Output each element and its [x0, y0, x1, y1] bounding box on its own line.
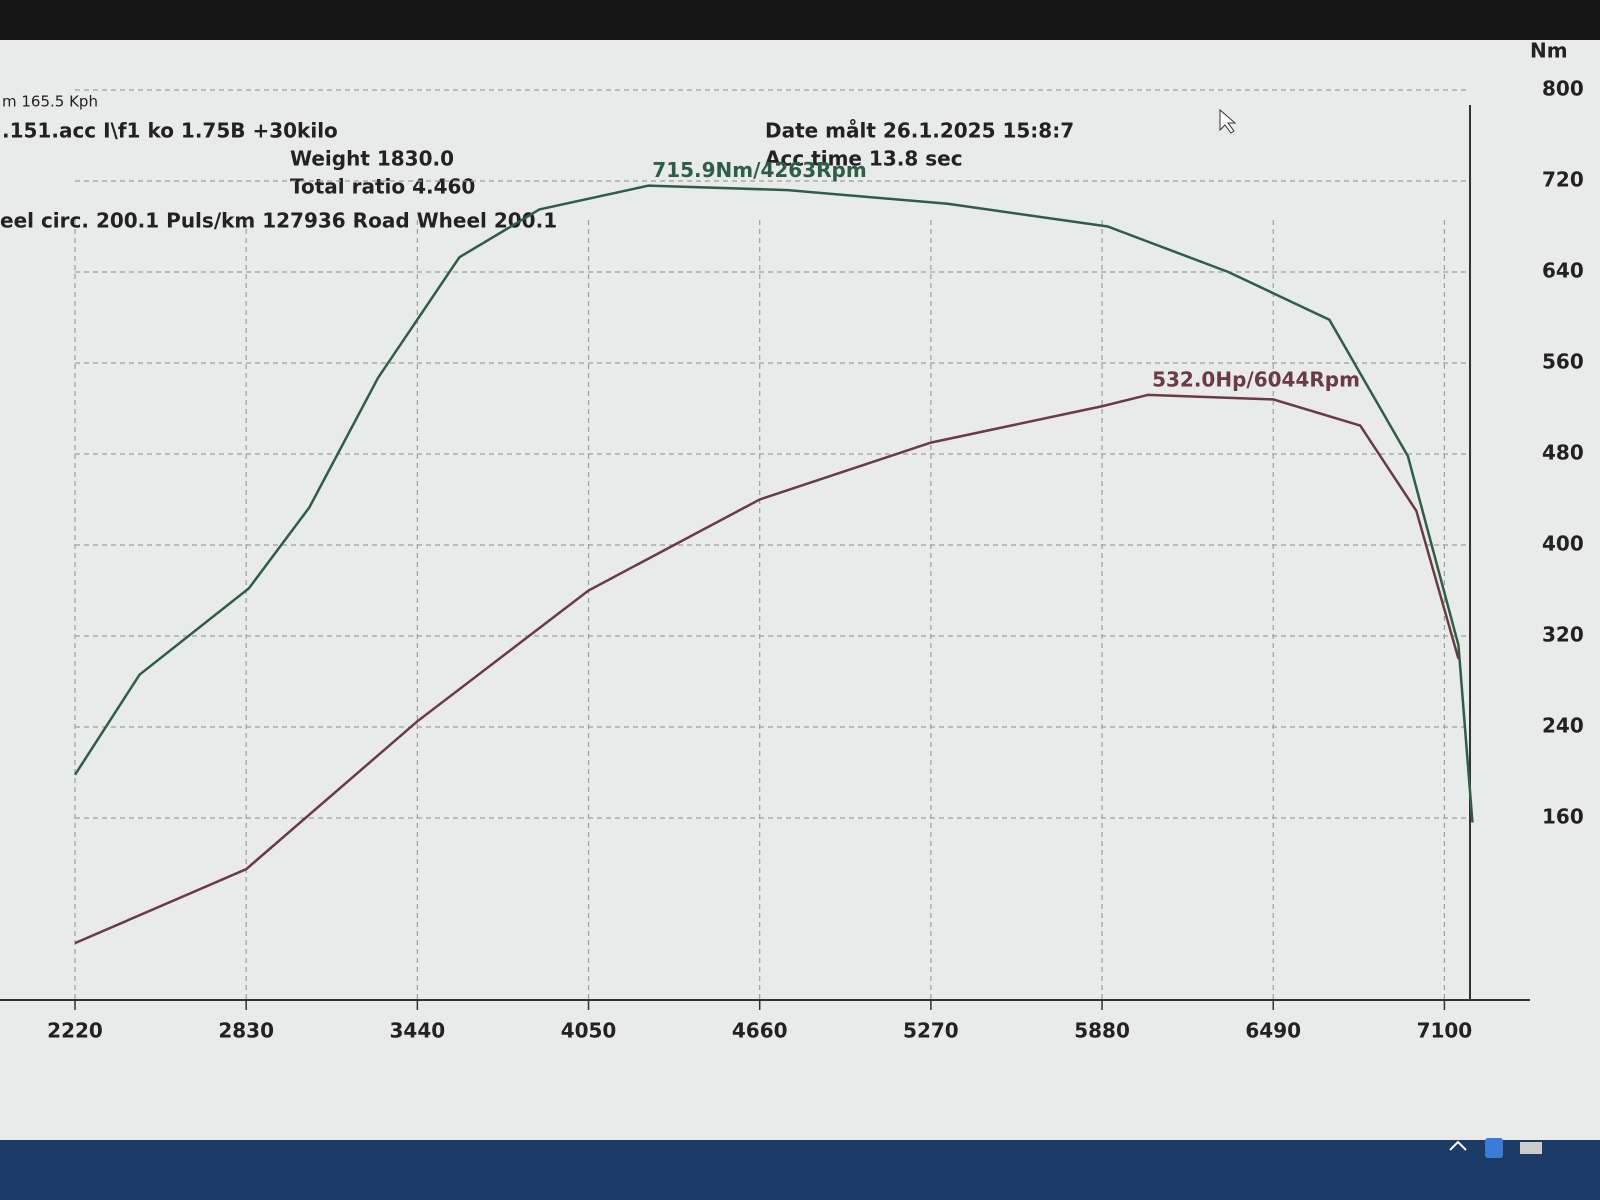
x-tick-label: 5880 — [1074, 1019, 1130, 1043]
curve — [74, 393, 1460, 945]
cursor — [1219, 108, 1237, 134]
y-tick-label: 160 — [1542, 805, 1584, 829]
x-tick-label: 4050 — [561, 1019, 617, 1043]
x-tick-label: 5270 — [903, 1019, 959, 1043]
y-tick-label: 720 — [1542, 168, 1584, 192]
x-tick-label: 6490 — [1245, 1019, 1301, 1043]
y-tick-label: 400 — [1542, 532, 1584, 556]
taskbar — [0, 1140, 1600, 1200]
y-tick-label: 800 — [1542, 77, 1584, 101]
x-tick-label: 2830 — [218, 1019, 274, 1043]
x-tick-label: 7100 — [1417, 1019, 1473, 1043]
peak-label: 715.9Nm/4263Rpm — [652, 158, 866, 182]
curve — [73, 184, 1474, 823]
battery-icon[interactable] — [1520, 1142, 1542, 1154]
speed: m 165.5 Kph — [2, 93, 98, 111]
acc-time: Acc time 13.8 sec — [765, 147, 963, 171]
y-tick-label: 480 — [1542, 441, 1584, 465]
x-tick-label: 3440 — [390, 1019, 446, 1043]
y-tick-label: 240 — [1542, 714, 1584, 738]
y-axis-label: Nm — [1530, 39, 1568, 63]
window — [0, 40, 1600, 1140]
tray-arrow[interactable] — [1449, 1140, 1467, 1151]
x-tick-label: 4660 — [732, 1019, 788, 1043]
y-tick-label: 640 — [1542, 259, 1584, 283]
peak-label: 532.0Hp/6044Rpm — [1152, 367, 1360, 391]
ratio: Total ratio 4.460 — [290, 175, 475, 199]
tray-icon[interactable] — [1485, 1138, 1503, 1158]
weight: Weight 1830.0 — [290, 147, 454, 171]
file: .151.acc I\f1 ko 1.75B +30kilo — [2, 119, 338, 143]
x-tick-label: 2220 — [47, 1019, 103, 1043]
date: Date målt 26.1.2025 15:8:7 — [765, 119, 1074, 143]
y-tick-label: 560 — [1542, 350, 1584, 374]
wheel: eel circ. 200.1 Puls/km 127936 Road Whee… — [0, 209, 557, 233]
y-tick-label: 320 — [1542, 623, 1584, 647]
